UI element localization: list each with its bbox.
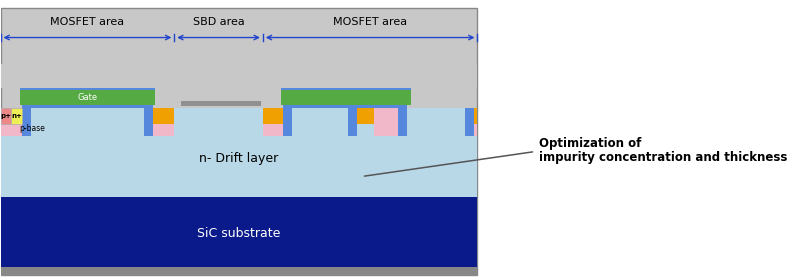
Bar	[283, 105, 407, 108]
Bar	[282, 90, 410, 105]
Bar	[22, 108, 31, 136]
Bar	[1, 108, 174, 136]
Bar	[283, 108, 292, 136]
Bar	[1, 197, 478, 267]
Text: n+: n+	[11, 113, 22, 119]
Bar	[1, 108, 478, 197]
Bar	[357, 108, 374, 124]
Text: Gate: Gate	[78, 93, 98, 102]
Bar	[282, 88, 410, 90]
Bar	[398, 108, 407, 136]
Bar	[144, 108, 153, 136]
Text: Optimization of: Optimization of	[538, 137, 641, 150]
Bar	[20, 88, 155, 90]
Bar	[465, 108, 474, 136]
Text: MOSFET area: MOSFET area	[50, 17, 125, 27]
Bar	[263, 108, 283, 124]
Text: n- Drift layer: n- Drift layer	[199, 152, 278, 165]
Bar	[283, 108, 292, 136]
Bar	[144, 108, 153, 136]
Text: SBD area: SBD area	[193, 17, 245, 27]
Bar	[1, 267, 478, 275]
Bar	[263, 108, 355, 136]
Bar	[1, 8, 478, 275]
Bar	[465, 108, 474, 136]
Bar	[22, 108, 31, 136]
Bar	[398, 108, 407, 136]
Bar	[348, 108, 357, 136]
Bar	[11, 108, 22, 124]
Bar	[292, 108, 348, 136]
Bar	[1, 64, 478, 88]
Text: p-base: p-base	[20, 124, 46, 133]
Bar	[474, 108, 478, 124]
Text: MOSFET area: MOSFET area	[333, 17, 407, 27]
Bar	[1, 108, 11, 124]
Bar	[181, 101, 262, 106]
Bar	[153, 108, 174, 124]
Text: SiC substrate: SiC substrate	[198, 227, 281, 240]
Bar	[374, 108, 478, 136]
Bar	[348, 108, 357, 136]
Text: impurity concentration and thickness: impurity concentration and thickness	[538, 151, 787, 163]
Bar	[22, 105, 153, 108]
Bar	[31, 108, 144, 136]
Bar	[20, 90, 155, 105]
Bar	[407, 108, 465, 136]
Text: p+: p+	[1, 113, 11, 119]
